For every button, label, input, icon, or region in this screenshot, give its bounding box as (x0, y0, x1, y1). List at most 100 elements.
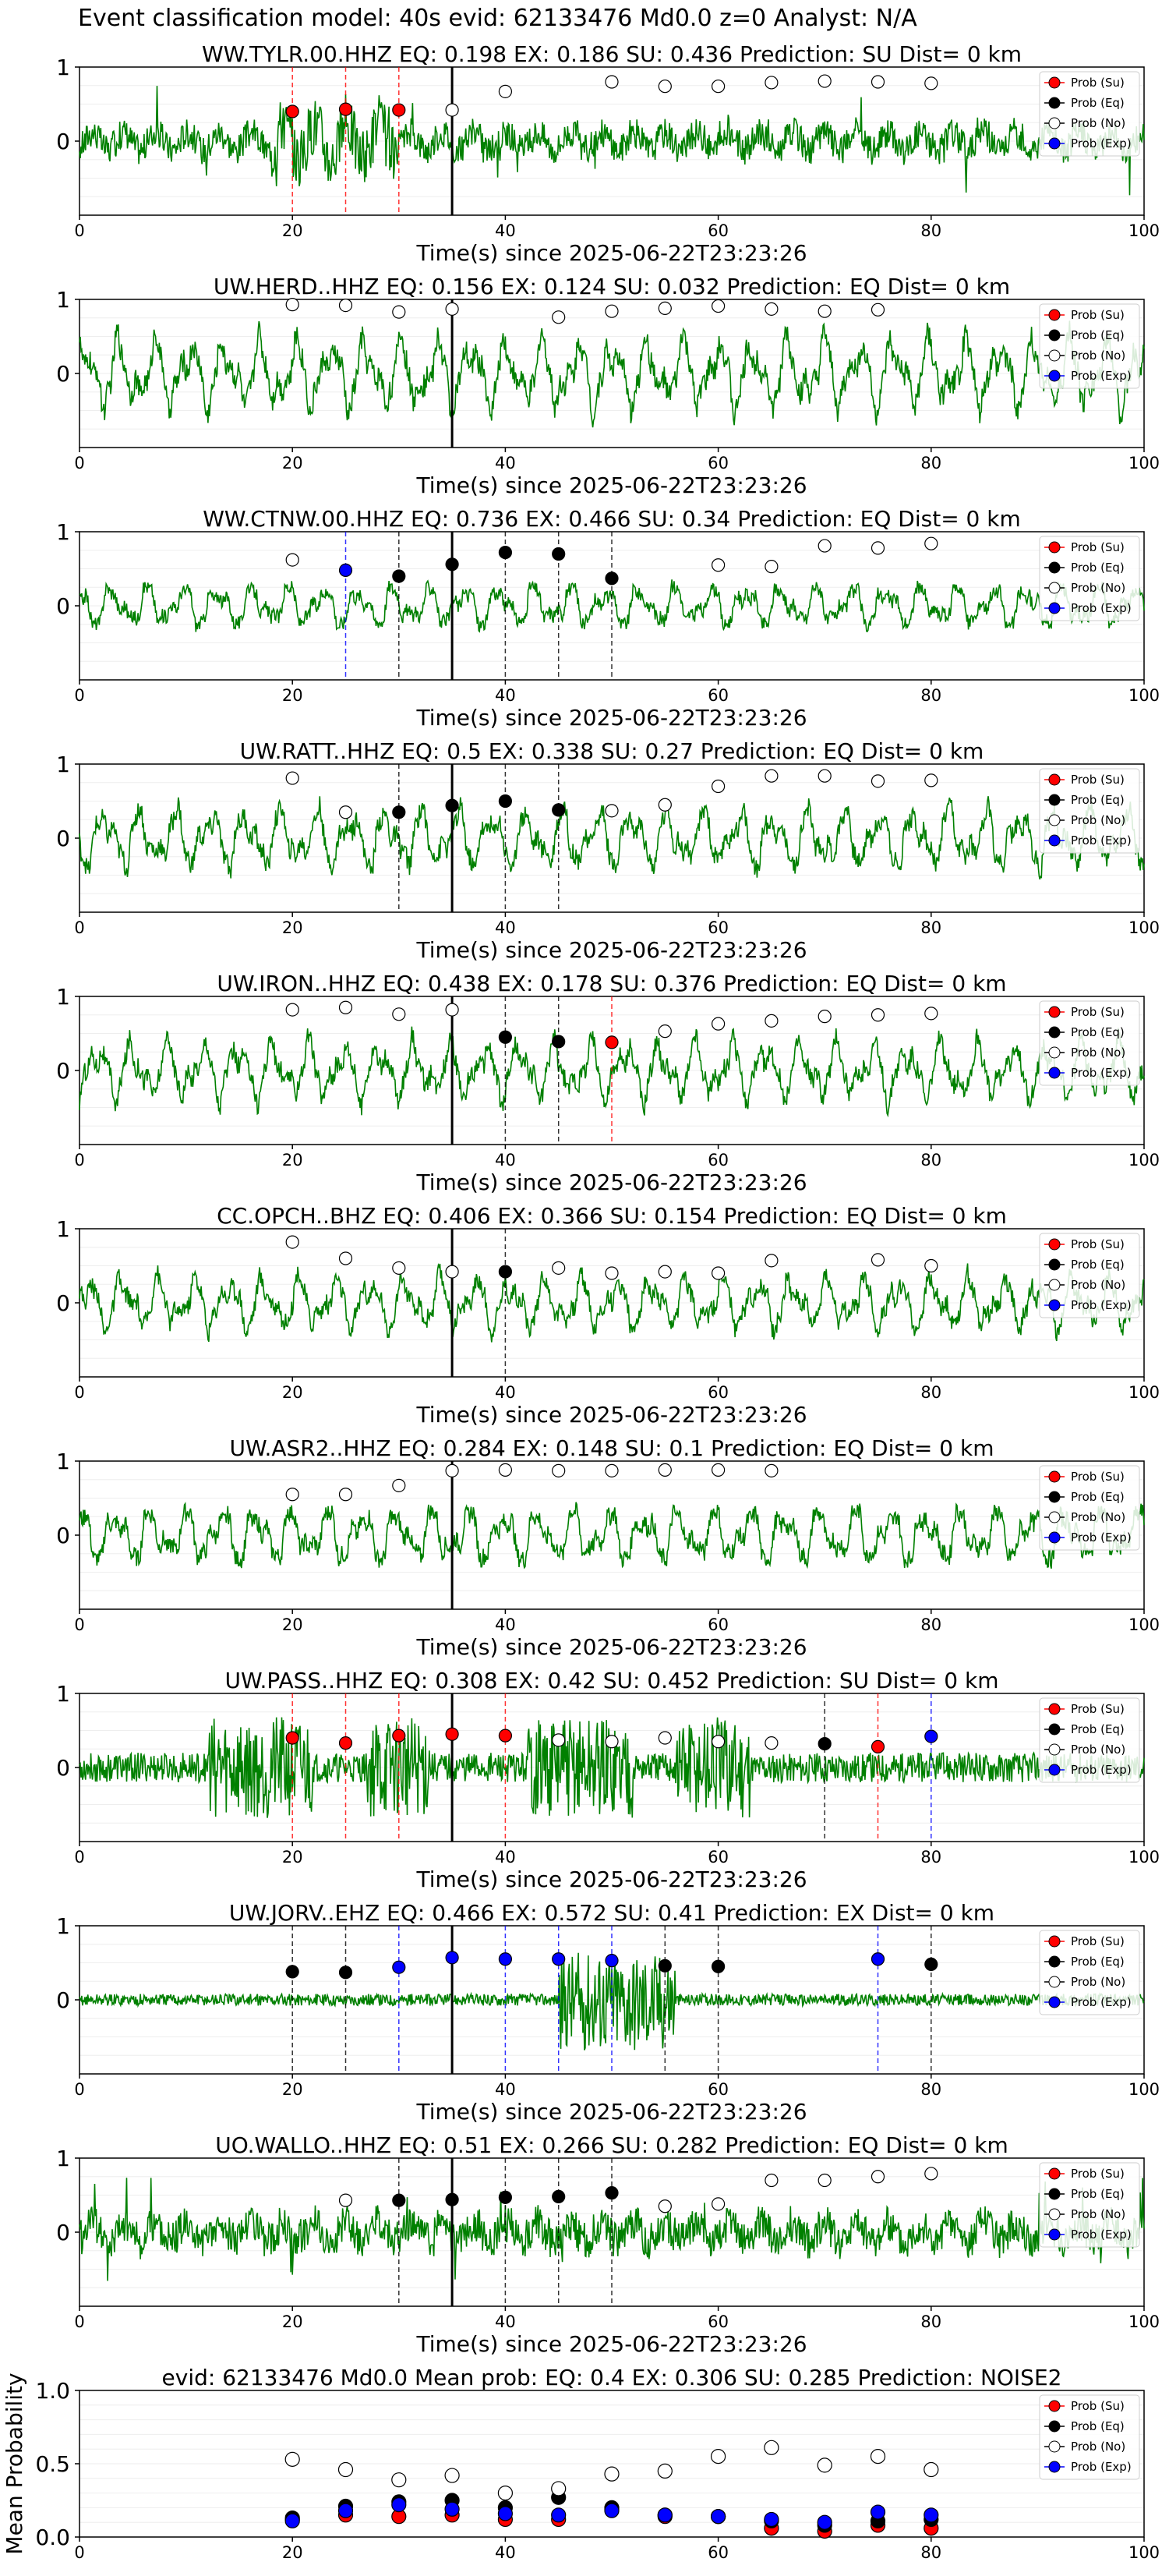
prob-marker-exp (924, 1729, 938, 1743)
prob-marker-no (285, 1235, 299, 1249)
prob-marker-no (924, 773, 938, 787)
panel-7: UW.PASS..HHZ EQ: 0.308 EX: 0.42 SU: 0.45… (56, 1668, 1160, 1892)
prob-marker-eq (445, 798, 459, 812)
x-axis-label: Time(s) since 2025-06-22T23:23:26 (415, 1402, 807, 1428)
x-tick-label: 20 (282, 1151, 303, 1169)
x-tick-label: 0 (74, 1383, 84, 1402)
legend-marker-no (1048, 1046, 1061, 1059)
x-tick-label: 60 (708, 1615, 729, 1634)
prob-marker-eq (498, 794, 513, 809)
prob-marker-no (552, 1733, 566, 1747)
x-tick-label: 40 (495, 686, 516, 705)
prob-marker-no (338, 299, 353, 313)
prob-marker-eq (498, 545, 513, 560)
mean-prob-marker-exp (444, 2501, 460, 2517)
legend-marker-no (1048, 117, 1061, 129)
legend-marker-exp (1048, 1531, 1061, 1544)
x-tick-label: 20 (282, 454, 303, 472)
legend-marker-su (1048, 2400, 1061, 2412)
x-axis-label: Time(s) since 2025-06-22T23:23:26 (415, 937, 807, 963)
x-tick-label: 100 (1128, 1848, 1160, 1867)
y-axis-label: Mean Probability (2, 2373, 27, 2554)
legend-marker-su (1048, 1935, 1061, 1948)
legend-marker-eq (1048, 2420, 1061, 2433)
panel-title: UW.ASR2..HHZ EQ: 0.284 EX: 0.148 SU: 0.1… (229, 1435, 994, 1461)
legend-marker-su (1048, 1703, 1061, 1715)
x-axis-label: Time(s) since 2025-06-22T23:23:26 (415, 472, 807, 498)
x-tick-label: 60 (708, 2080, 729, 2099)
prob-marker-no (658, 80, 672, 94)
x-tick-label: 40 (495, 1615, 516, 1634)
waveform-trace (79, 1502, 1145, 1569)
prob-marker-eq (445, 2192, 459, 2206)
prob-marker-no (658, 1265, 672, 1279)
x-tick-label: 0 (74, 686, 84, 705)
mean-prob-marker-exp (870, 2504, 886, 2520)
panel-5: CC.OPCH..BHZ EQ: 0.406 EX: 0.366 SU: 0.1… (56, 1203, 1160, 1428)
prob-marker-su (871, 1739, 885, 1753)
x-tick-label: 0 (74, 918, 84, 937)
x-axis-label: Time(s) since 2025-06-22T23:23:26 (415, 1634, 807, 1660)
x-tick-label: 0 (74, 1848, 84, 1867)
legend-label: Prob (No) (1071, 1046, 1125, 1060)
prob-marker-no (445, 1003, 459, 1017)
y-tick-label: 0 (56, 1290, 70, 1316)
legend-marker-no (1048, 1279, 1061, 1291)
x-tick-label: 100 (1128, 1151, 1160, 1169)
legend-marker-exp (1048, 834, 1061, 847)
legend-label: Prob (Eq) (1071, 96, 1125, 110)
x-tick-label: 20 (282, 2312, 303, 2331)
prob-marker-su (338, 1736, 353, 1750)
prob-marker-no (392, 1261, 406, 1275)
legend-marker-eq (1048, 1026, 1061, 1039)
prob-marker-no (924, 1007, 938, 1021)
legend-label: Prob (No) (1071, 2440, 1125, 2454)
prob-marker-exp (605, 1954, 619, 1968)
legend-marker-su (1048, 2167, 1061, 2180)
prob-marker-no (924, 1258, 938, 1273)
prob-marker-no (605, 304, 619, 318)
x-tick-label: 60 (708, 454, 729, 472)
legend-label: Prob (Exp) (1071, 833, 1132, 847)
legend-box (1039, 2394, 1140, 2480)
legend-label: Prob (Su) (1071, 1702, 1125, 1716)
prob-marker-no (818, 539, 832, 553)
legend-box (1039, 1697, 1140, 1783)
prob-marker-no (338, 805, 353, 819)
legend-marker-eq (1048, 1258, 1061, 1271)
prob-marker-no (392, 1478, 406, 1492)
x-tick-label: 100 (1128, 686, 1160, 705)
y-tick-label: 0 (56, 826, 70, 851)
legend-label: Prob (Eq) (1071, 2419, 1125, 2433)
prob-marker-eq (498, 2190, 513, 2204)
x-tick-label: 20 (282, 1615, 303, 1634)
legend-marker-su (1048, 1470, 1061, 1483)
legend-label: Prob (Exp) (1071, 369, 1132, 383)
y-tick-label: 1 (56, 519, 70, 545)
panel-title: UW.JORV..EHZ EQ: 0.466 EX: 0.572 SU: 0.4… (229, 1900, 994, 1926)
y-tick-label: 0 (56, 1987, 70, 2013)
prob-marker-no (338, 1000, 353, 1014)
legend-label: Prob (No) (1071, 1743, 1125, 1757)
legend-label: Prob (Exp) (1071, 1530, 1132, 1545)
x-tick-label: 40 (495, 454, 516, 472)
panel-title: UW.IRON..HHZ EQ: 0.438 EX: 0.178 SU: 0.3… (217, 971, 1006, 996)
prob-marker-no (445, 302, 459, 316)
mean-prob-marker-no (497, 2486, 514, 2501)
prob-marker-eq (818, 1737, 832, 1751)
y-tick-label: 0.5 (35, 2451, 70, 2477)
legend-label: Prob (Su) (1071, 1934, 1125, 1948)
mean-prob-marker-exp (497, 2506, 514, 2521)
x-tick-label: 100 (1128, 2312, 1160, 2331)
x-tick-label: 0 (74, 1615, 84, 1634)
legend-marker-no (1048, 1743, 1061, 1756)
prob-marker-eq (392, 2193, 406, 2207)
x-tick-label: 0 (74, 454, 84, 472)
prob-marker-eq (338, 1966, 353, 1980)
waveform-trace (79, 796, 1145, 880)
panel-9: UO.WALLO..HHZ EQ: 0.51 EX: 0.266 SU: 0.2… (56, 2132, 1160, 2357)
mean-prob-marker-no (657, 2463, 673, 2479)
prob-marker-no (285, 1488, 299, 1502)
x-tick-label: 100 (1128, 221, 1160, 240)
prob-marker-no (285, 553, 299, 567)
